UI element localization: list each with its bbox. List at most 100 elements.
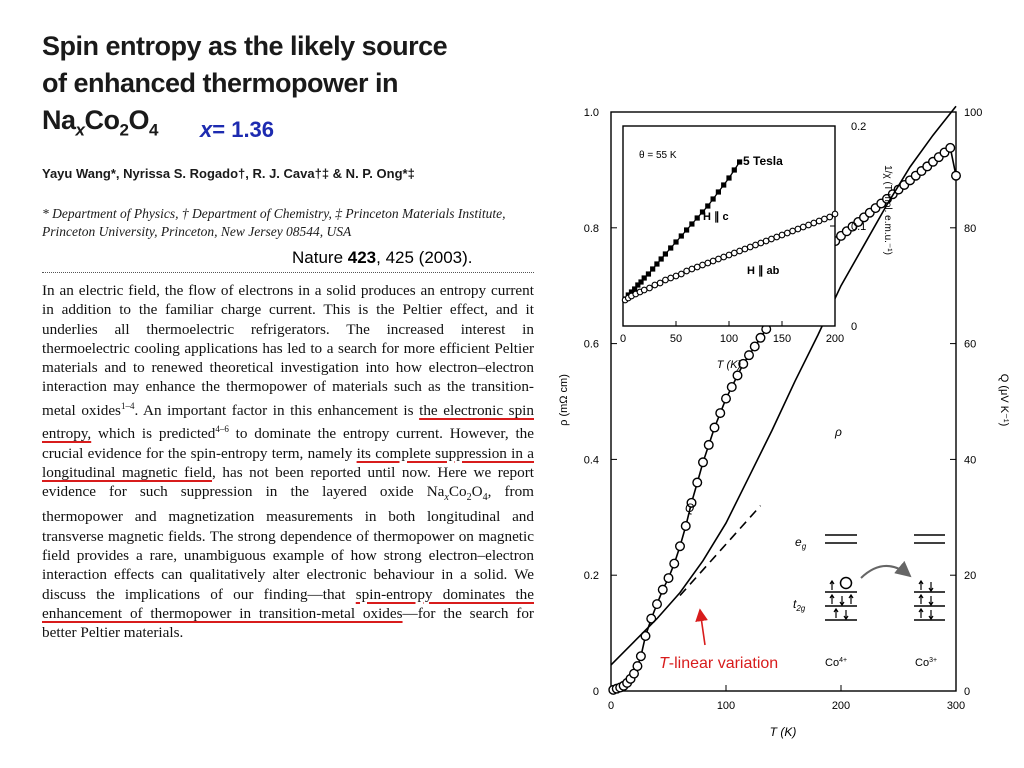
y2-tick-label: 60 bbox=[964, 339, 976, 351]
q-data-point bbox=[651, 599, 662, 610]
hc-data-point bbox=[710, 196, 716, 202]
hc-data-point bbox=[645, 271, 652, 277]
q-data-point bbox=[680, 520, 691, 531]
q-data-point bbox=[640, 630, 651, 641]
q-data-point bbox=[743, 350, 754, 361]
y-tick-label: 0.6 bbox=[584, 339, 599, 351]
inset-frame bbox=[622, 125, 836, 327]
orbital-diagram: eg t2g Co4+ Co3+ bbox=[793, 534, 945, 669]
hc-data-point bbox=[721, 182, 727, 188]
theta-annotation: θ = 55 K bbox=[639, 150, 677, 161]
q-data-point bbox=[646, 613, 657, 624]
q-data-point bbox=[635, 651, 646, 662]
hab-label: H ∥ ab bbox=[747, 265, 780, 277]
field-annotation: 5 Tesla bbox=[743, 154, 783, 168]
x-tick-label: 200 bbox=[832, 700, 850, 712]
q-data-point bbox=[951, 170, 962, 181]
x-tick-label: 300 bbox=[947, 700, 965, 712]
inset-x-tick-label: 200 bbox=[826, 333, 844, 345]
q-data-point bbox=[715, 408, 726, 419]
hole-transfer-arrow bbox=[860, 560, 912, 579]
hc-data-point bbox=[699, 209, 706, 215]
series-line-t-linear-fit bbox=[679, 505, 762, 597]
y-tick-label: 0.2 bbox=[584, 570, 599, 582]
q-data-point bbox=[697, 457, 708, 468]
inset-x-tick-label: 50 bbox=[670, 333, 682, 345]
q-data-point bbox=[663, 573, 674, 584]
t2g-label: t2g bbox=[793, 597, 806, 613]
inset-x-tick-label: 100 bbox=[720, 333, 738, 345]
y-tick-label: 0 bbox=[593, 686, 599, 698]
hole-circle bbox=[839, 576, 853, 590]
hc-data-point bbox=[705, 203, 711, 209]
inset-x-tick-label: 0 bbox=[620, 333, 626, 345]
highlight-conclusion: spin-entropy dominates the enhancement o… bbox=[42, 585, 534, 622]
y2-tick-label: 0 bbox=[964, 686, 970, 698]
y2-tick-label: 40 bbox=[964, 454, 976, 466]
co4-label: Co4+ bbox=[825, 657, 847, 669]
main-plot-frame bbox=[610, 111, 957, 692]
inset-series bbox=[621, 159, 839, 304]
hc-data-point bbox=[726, 175, 732, 181]
inset-axes: 0 50 100 150 200 0 0.1 0.2 bbox=[620, 121, 866, 345]
hc-data-point bbox=[689, 221, 695, 227]
q-data-point bbox=[709, 422, 720, 433]
hc-data-point bbox=[694, 215, 700, 221]
tlinear-label: T-linear variation bbox=[659, 655, 778, 672]
inset-y-label: 1/χ (T mol. e.m.u.⁻¹) bbox=[882, 165, 893, 255]
hc-label: H ∥ c bbox=[703, 211, 729, 223]
x-tick-label: 0 bbox=[608, 700, 614, 712]
journal-citation: Nature 423, 425 (2003). bbox=[292, 248, 473, 267]
y-axis-label: ρ (mΩ cm) bbox=[558, 374, 570, 426]
doping-value: x= 1.36 bbox=[200, 117, 275, 142]
q-data-point bbox=[749, 341, 760, 352]
inset-y-tick-label: 0.2 bbox=[851, 121, 866, 133]
y-tick-label: 0.8 bbox=[584, 223, 599, 235]
compound-formula: NaxCo2O4 bbox=[42, 105, 158, 140]
y2-axis-label: Q (μV K⁻¹) bbox=[998, 374, 1010, 426]
hc-data-point bbox=[641, 275, 647, 281]
y2-tick-label: 80 bbox=[964, 223, 976, 235]
main-axes: 0 100 200 300 0 0.2 0.4 0.6 0.8 1.0 0 20 40 60 80 100 bbox=[584, 107, 983, 712]
q-data-point bbox=[657, 584, 668, 595]
hab-data-point bbox=[677, 270, 685, 278]
hc-data-point bbox=[638, 279, 644, 285]
y2-tick-label: 100 bbox=[964, 107, 982, 119]
title-line-2: of enhanced thermopower in bbox=[42, 68, 399, 98]
inset-y-tick-label: 0.1 bbox=[851, 221, 866, 233]
divider bbox=[42, 272, 534, 273]
hc-data-point bbox=[678, 233, 684, 239]
x-tick-label: 100 bbox=[717, 700, 735, 712]
inset-y-tick-label: 0 bbox=[851, 321, 857, 333]
author-list: Yayu Wang*, Nyrissa S. Rogado†, R. J. Ca… bbox=[42, 166, 415, 181]
hc-data-point bbox=[654, 261, 660, 267]
hc-data-point bbox=[632, 286, 638, 292]
highlight-spin-entropy: the electronic spin entropy, bbox=[42, 401, 534, 443]
hc-data-point bbox=[684, 227, 690, 233]
hc-data-point bbox=[668, 245, 674, 251]
inset-x-tick-label: 150 bbox=[773, 333, 791, 345]
hab-data-point bbox=[656, 279, 664, 287]
thermopower-figure: 0 100 200 300 0 0.2 0.4 0.6 0.8 1.0 0 20 40 60 80 100 ρ… bbox=[558, 105, 1010, 739]
y-tick-label: 0.4 bbox=[584, 454, 599, 466]
hc-data-point bbox=[628, 289, 635, 295]
hab-data-point bbox=[646, 284, 653, 292]
q-data-point bbox=[732, 370, 743, 381]
hc-data-point bbox=[662, 251, 668, 257]
q-data-point bbox=[674, 541, 685, 552]
q-data-point bbox=[720, 393, 731, 404]
series-line-rho bbox=[610, 105, 957, 666]
y2-tick-label: 20 bbox=[964, 570, 976, 582]
hab-data-point bbox=[826, 213, 834, 221]
q-data-point bbox=[726, 382, 737, 393]
paper-title: Spin entropy as the likely source of enh… bbox=[42, 28, 542, 148]
x-axis-label: T (K) bbox=[770, 725, 797, 739]
rho-curve-label: ρ bbox=[834, 425, 842, 439]
hc-data-point bbox=[737, 159, 743, 165]
hc-data-point bbox=[658, 256, 664, 262]
q-data-point bbox=[703, 439, 714, 450]
co3-label: Co3+ bbox=[915, 657, 937, 669]
q-data-point bbox=[755, 332, 766, 343]
abstract-text: In an electric field, the flow of electr… bbox=[42, 282, 535, 642]
y-tick-label: 1.0 bbox=[584, 107, 599, 119]
